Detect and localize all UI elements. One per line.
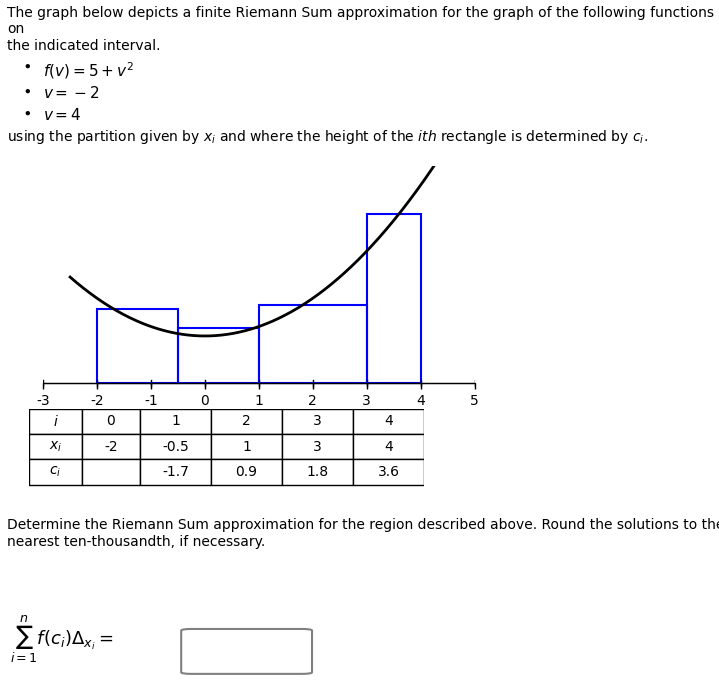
FancyBboxPatch shape [211, 409, 282, 434]
Text: 0.9: 0.9 [236, 465, 257, 479]
Text: $f(v) = 5 + v^2$: $f(v) = 5 + v^2$ [43, 60, 134, 80]
FancyBboxPatch shape [211, 434, 282, 459]
Text: $v = 4$: $v = 4$ [43, 107, 82, 123]
Text: $i$: $i$ [52, 414, 58, 429]
Text: -2: -2 [104, 439, 118, 454]
FancyBboxPatch shape [353, 459, 424, 484]
Bar [178, 328, 259, 383]
FancyBboxPatch shape [139, 434, 211, 459]
Text: Determine the Riemann Sum approximation for the region described above. Round th: Determine the Riemann Sum approximation … [7, 518, 719, 549]
Text: -0.5: -0.5 [162, 439, 189, 454]
FancyBboxPatch shape [211, 459, 282, 484]
Text: 0: 0 [106, 414, 115, 428]
Text: 2: 2 [242, 414, 251, 428]
Text: -1.7: -1.7 [162, 465, 189, 479]
Text: 1: 1 [171, 414, 180, 428]
Text: 3.6: 3.6 [377, 465, 400, 479]
FancyBboxPatch shape [82, 409, 139, 434]
Text: 4: 4 [384, 414, 393, 428]
Text: $\sum_{i=1}^{n} f(c_i)\Delta_{x_i} =$: $\sum_{i=1}^{n} f(c_i)\Delta_{x_i} =$ [10, 613, 113, 665]
Text: The graph below depicts a finite Riemann Sum approximation for the graph of the : The graph below depicts a finite Riemann… [7, 6, 714, 53]
FancyBboxPatch shape [282, 409, 353, 434]
FancyBboxPatch shape [29, 434, 82, 459]
Text: $v = -2$: $v = -2$ [43, 85, 100, 100]
FancyBboxPatch shape [353, 409, 424, 434]
Text: 3: 3 [313, 414, 322, 428]
FancyBboxPatch shape [82, 459, 139, 484]
Text: $\bullet$: $\bullet$ [22, 82, 31, 97]
FancyBboxPatch shape [282, 434, 353, 459]
FancyBboxPatch shape [29, 409, 82, 434]
FancyBboxPatch shape [353, 434, 424, 459]
FancyBboxPatch shape [29, 459, 82, 484]
FancyBboxPatch shape [282, 459, 353, 484]
FancyBboxPatch shape [139, 459, 211, 484]
FancyBboxPatch shape [82, 434, 139, 459]
Bar [259, 306, 367, 383]
Text: $x_i$: $x_i$ [49, 439, 62, 454]
Text: $\bullet$: $\bullet$ [22, 58, 31, 72]
Text: $\bullet$: $\bullet$ [22, 105, 31, 120]
Bar [367, 214, 421, 383]
Text: 4: 4 [384, 439, 393, 454]
Text: 3: 3 [313, 439, 322, 454]
Text: 1.8: 1.8 [306, 465, 329, 479]
Bar [97, 308, 178, 383]
FancyBboxPatch shape [181, 629, 312, 674]
Text: using the partition given by $x_i$ and where the height of the $ith$ rectangle i: using the partition given by $x_i$ and w… [7, 128, 648, 146]
Text: $c_i$: $c_i$ [50, 465, 62, 479]
FancyBboxPatch shape [139, 409, 211, 434]
Text: 1: 1 [242, 439, 251, 454]
